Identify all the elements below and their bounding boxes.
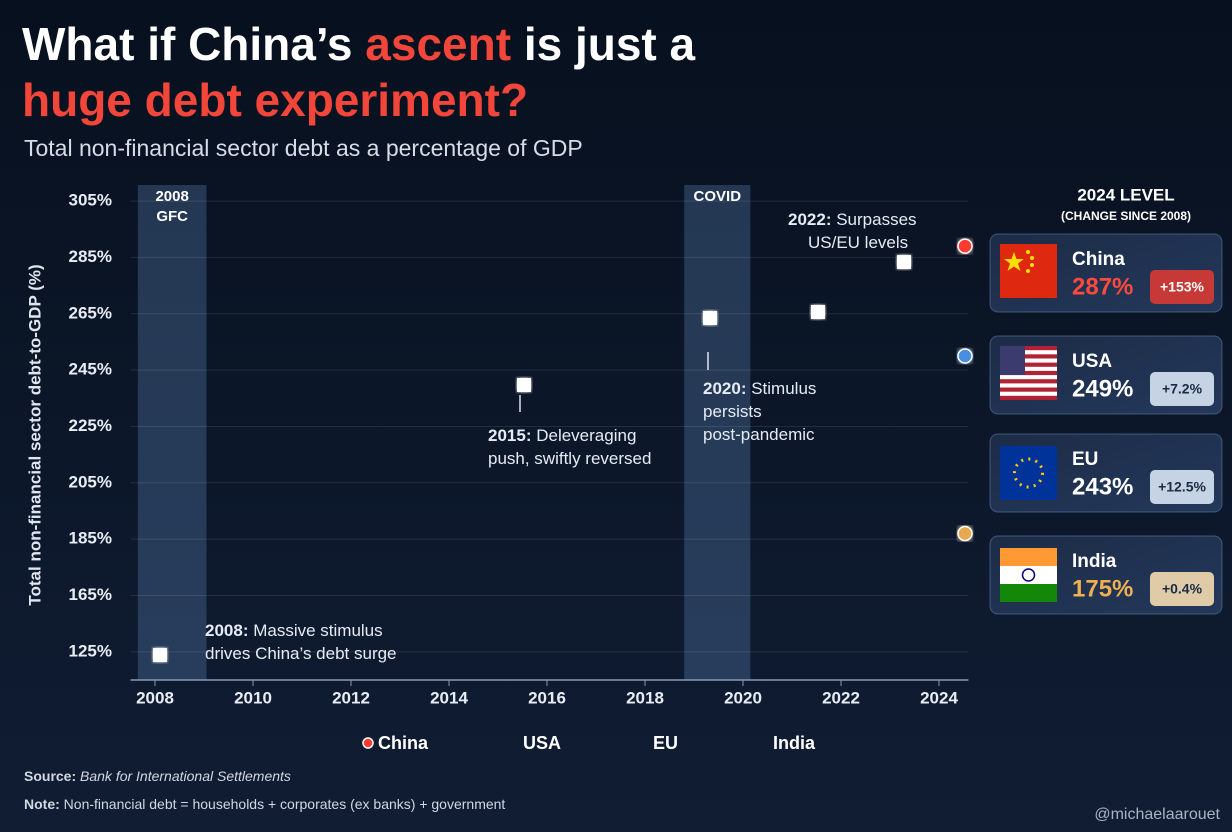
x-tick-label: 2020 [724,688,762,707]
annotation: post-pandemic [703,425,815,444]
panel-change: +7.2% [1162,381,1203,397]
source: Source: Bank for International Settlemen… [24,768,291,784]
x-tick-label: 2010 [234,688,272,707]
x-tick-label: 2014 [430,688,468,707]
plot-area: 2008 GFC COVID 125% 165% 185% 205% 225% 245% 265%… [69,185,973,707]
y-tick-label: 165% [69,585,112,604]
y-tick-label: 245% [69,360,112,379]
x-tick-label: 2012 [332,688,370,707]
annotation-bold: 2022: [788,210,831,229]
legend-label: China [378,733,429,753]
flags [1000,244,1057,602]
panel-subtitle: (CHANGE SINCE 2008) [1061,209,1191,223]
subtitle: Total non-financial sector debt as a per… [24,135,583,161]
annotation-text: Deleveraging [536,426,636,445]
flag-usa [1000,346,1057,400]
change-badge [1150,372,1214,406]
period-label: COVID [694,188,742,205]
annotation-text: Surpasses [836,210,916,229]
watermark: @michaelaarouet [1094,806,1220,823]
y-tick-label: 205% [69,472,112,491]
legend-label: India [773,733,816,753]
annotation: US/EU levels [808,233,908,252]
panel-change: +12.5% [1158,479,1206,495]
panel-change: +153% [1160,279,1205,295]
end-dot [957,238,973,254]
change-badge [1150,470,1214,504]
panel-title: 2024 LEVEL [1077,185,1174,204]
annotation-text: Massive stimulus [253,621,382,640]
shaded-period [684,185,751,680]
highlight-marker [897,255,911,269]
panel-level: 249% [1072,375,1133,402]
annotation-text: push, swiftly reversed [488,449,651,468]
title-part: is just a [511,18,695,70]
legend-label: USA [523,733,561,753]
annotation: 2008: Massive stimulus [205,621,383,640]
panel-name: China [1072,249,1125,270]
highlight-marker [703,311,717,325]
y-tick-label: 125% [69,641,112,660]
annotation-text: Stimulus [751,379,816,398]
x-tick-label: 2016 [528,688,566,707]
annotation: 2015: Deleveraging [488,426,636,445]
flag-india [1000,548,1057,602]
panel-level: 287% [1072,273,1133,300]
y-tick-label: 285% [69,247,112,266]
title-part: huge debt experiment? [22,74,528,126]
annotation: persists [703,402,762,421]
y-tick-label: 305% [69,191,112,210]
panel-name: India [1072,551,1117,572]
x-tick-label: 2008 [136,688,174,707]
end-dot [957,525,973,542]
note: Note: Non-financial debt = households + … [24,796,505,812]
change-badge [1150,270,1214,304]
title-part: ascent [365,18,511,70]
title-part: What if China’s [22,18,365,70]
annotation-text: post-pandemic [703,425,815,444]
annotation: drives China’s debt surge [205,644,397,663]
annotation: push, swiftly reversed [488,449,651,468]
x-tick-label: 2022 [822,688,860,707]
shaded-period [137,185,207,680]
flag-eu [1000,446,1057,500]
annotation: 2020: Stimulus [703,379,816,398]
highlight-marker [811,305,825,319]
highlight-marker [153,648,167,662]
flag-china [1000,244,1057,298]
annotation-bold: 2008: [205,621,248,640]
annotation-text: drives China’s debt surge [205,644,397,663]
panel-level: 243% [1072,473,1133,500]
annotation: 2022: Surpasses [788,210,917,229]
panel-level: 175% [1072,575,1133,602]
annotation-bold: 2020: [703,379,746,398]
source-text: Bank for International Settlements [80,768,291,784]
period-label: 2008 [155,188,188,205]
y-axis-label: Total non-financial sector debt-to-GDP (… [25,264,44,605]
y-tick-label: 185% [69,529,112,548]
y-tick-label: 265% [69,303,112,322]
source-label: Source: [24,768,76,784]
legend-label: EU [653,733,678,753]
legend-dot [362,737,374,749]
note-text: Non-financial debt = households + corpor… [64,796,506,812]
x-tick-label: 2018 [626,688,664,707]
period-label: GFC [156,208,188,225]
change-badge [1150,572,1214,606]
panel-name: USA [1072,351,1112,372]
y-tick-label: 225% [69,416,112,435]
title-line1: What if China’s ascent is just a [22,18,696,70]
end-dot [957,348,973,364]
panel-change: +0.4% [1162,581,1203,597]
x-tick-label: 2024 [920,688,958,707]
panel-name: EU [1072,449,1098,470]
note-label: Note: [24,796,60,812]
title-line2: huge debt experiment? [22,74,528,126]
annotation-bold: 2015: [488,426,531,445]
annotation-text: persists [703,402,762,421]
highlight-marker [517,378,531,392]
annotation-text: US/EU levels [808,233,908,252]
